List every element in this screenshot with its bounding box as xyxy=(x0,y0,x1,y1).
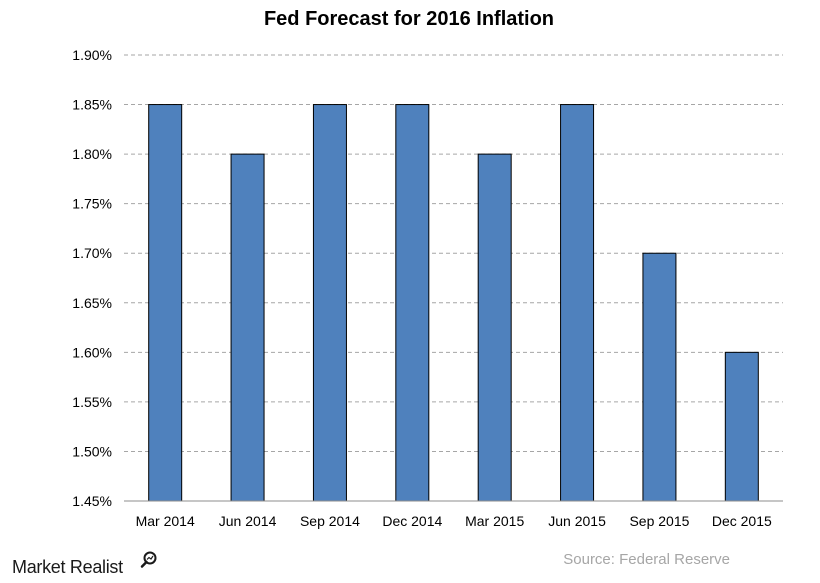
bar-dec-2014 xyxy=(395,104,430,502)
y-tick-label: 1.50% xyxy=(72,443,112,459)
x-tick-label: Mar 2015 xyxy=(465,513,524,529)
y-tick-label: 1.70% xyxy=(72,245,112,261)
x-tick-label: Jun 2014 xyxy=(219,513,277,529)
bar-sep-2015 xyxy=(642,252,677,502)
bar-jun-2015 xyxy=(560,104,595,502)
y-tick-label: 1.45% xyxy=(72,493,112,509)
x-axis-tick-labels: Mar 2014 Jun 2014 Sep 2014 Dec 2014 Mar 2015… xyxy=(136,513,772,529)
y-tick-label: 1.75% xyxy=(72,196,112,212)
x-tick-label: Sep 2014 xyxy=(300,513,360,529)
y-tick-label: 1.90% xyxy=(72,47,112,63)
x-tick-label: Dec 2015 xyxy=(712,513,772,529)
x-tick-label: Mar 2014 xyxy=(136,513,195,529)
x-tick-label: Jun 2015 xyxy=(548,513,606,529)
y-tick-label: 1.80% xyxy=(72,146,112,162)
y-tick-label: 1.60% xyxy=(72,344,112,360)
bar-dec-2015 xyxy=(724,351,759,502)
source-note: Source: Federal Reserve xyxy=(563,551,730,568)
x-tick-label: Dec 2014 xyxy=(382,513,442,529)
chart-title: Fed Forecast for 2016 Inflation xyxy=(264,8,554,30)
y-tick-label: 1.85% xyxy=(72,97,112,113)
y-tick-label: 1.55% xyxy=(72,394,112,410)
gridlines xyxy=(124,54,783,452)
bar-sep-2014 xyxy=(312,104,347,502)
y-tick-label: 1.65% xyxy=(72,295,112,311)
brand-logo: Market Realist xyxy=(12,551,157,577)
magnifier-icon xyxy=(140,551,157,568)
bars xyxy=(148,104,759,502)
bar-mar-2015 xyxy=(477,153,512,502)
y-axis-tick-labels: 1.45% 1.50% 1.55% 1.60% 1.65% 1.70% 1.75% 1.80%… xyxy=(72,47,112,509)
bar-jun-2014 xyxy=(230,153,265,502)
x-tick-label: Sep 2015 xyxy=(629,513,689,529)
brand-name: Market Realist xyxy=(12,557,123,577)
bar-mar-2014 xyxy=(148,104,183,502)
